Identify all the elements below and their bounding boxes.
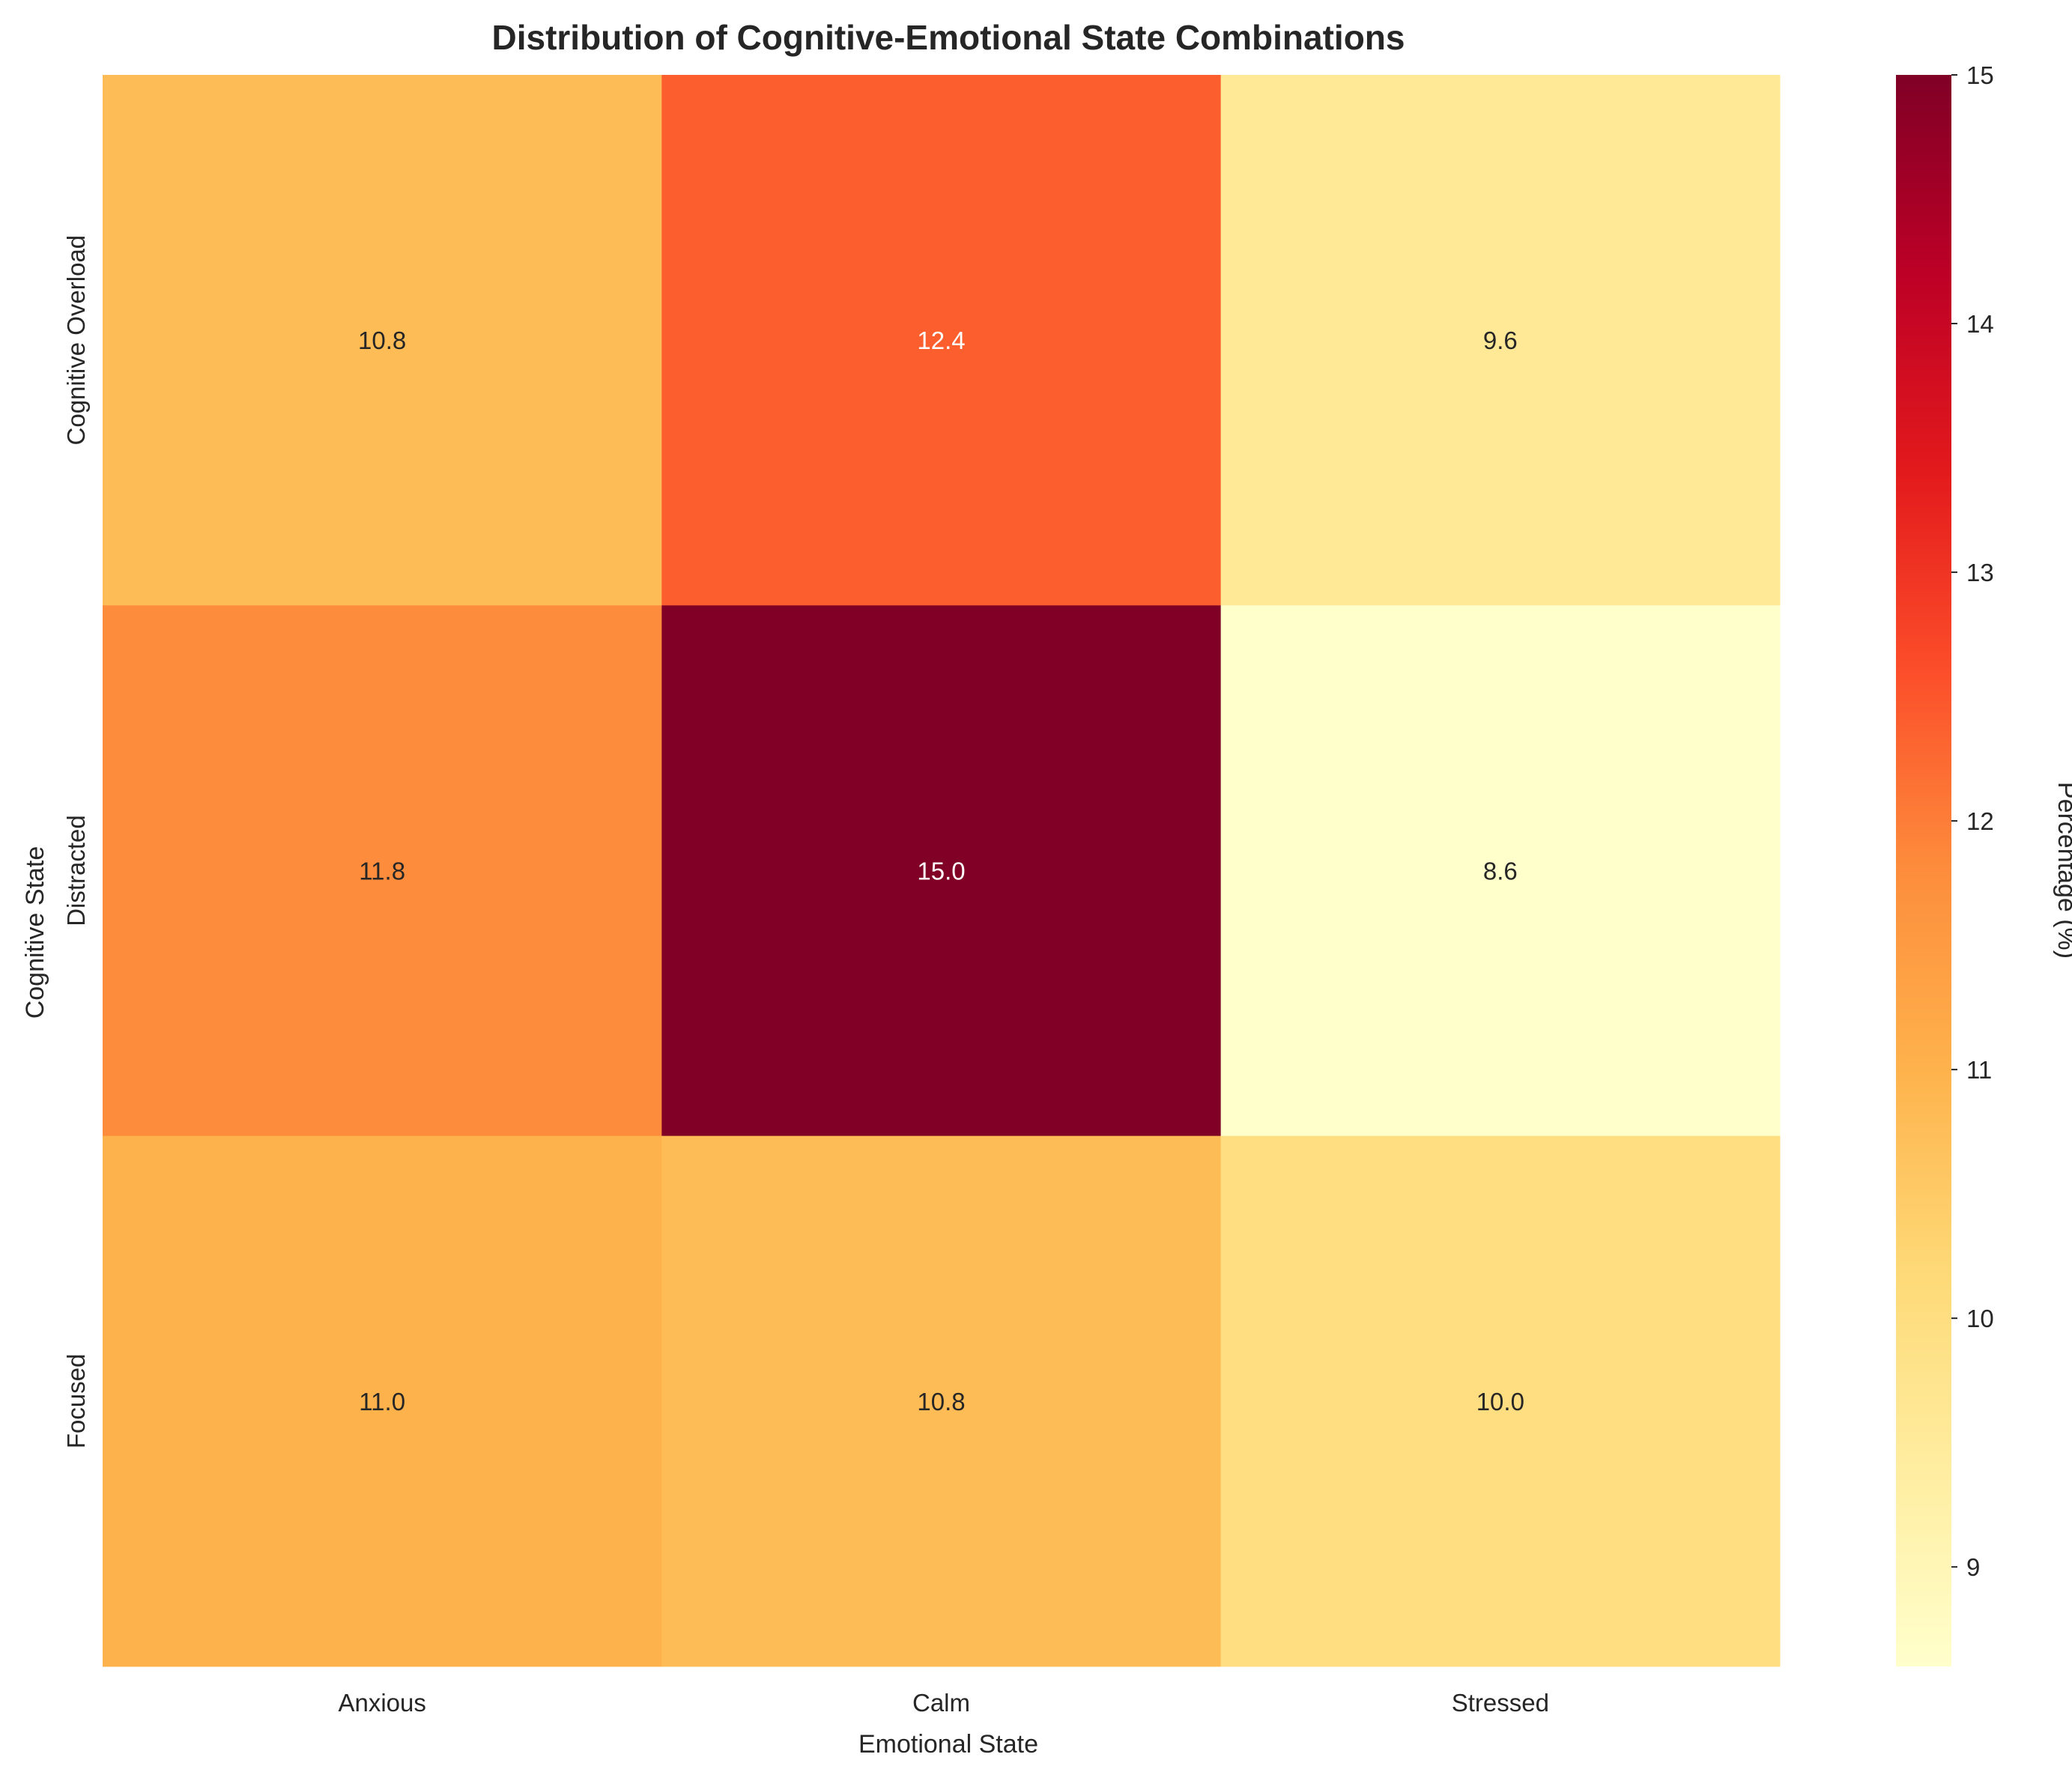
cell-value-label: 8.6 (1483, 858, 1518, 885)
x-tick-label: Stressed (1452, 1689, 1549, 1717)
x-tick-labels: Anxious Calm Stressed (338, 1689, 1548, 1717)
cell-value-label: 15.0 (917, 858, 965, 885)
colorbar-tick-label: 13 (1966, 559, 1994, 586)
cell-value-label: 10.8 (917, 1388, 965, 1415)
cell-value-label: 11.8 (359, 858, 405, 885)
colorbar (1896, 75, 1951, 1666)
heatmap-cell (103, 605, 662, 1137)
heatmap-cell (661, 1135, 1222, 1667)
cell-value-label: 11.0 (359, 1388, 405, 1415)
colorbar-ticks: 9 10 11 12 13 14 15 (1951, 61, 1994, 1581)
y-tick-label: Cognitive Overload (62, 235, 90, 446)
cell-value-label: 10.8 (358, 327, 406, 354)
chart-title: Distribution of Cognitive-Emotional Stat… (492, 18, 1405, 57)
colorbar-tick-label: 14 (1966, 310, 1994, 338)
heatmap-cell (661, 605, 1222, 1137)
heatmap-cell (1220, 75, 1781, 606)
x-tick-label: Anxious (338, 1689, 425, 1717)
y-tick-label: Focused (62, 1354, 90, 1449)
colorbar-tick-label: 9 (1966, 1553, 1980, 1581)
heatmap-cell (1220, 605, 1781, 1137)
y-axis-label: Cognitive State (21, 846, 49, 1019)
heatmap-cell (661, 75, 1222, 606)
heatmap-cell (103, 75, 662, 606)
x-axis-label: Emotional State (858, 1730, 1038, 1759)
y-tick-label: Distracted (62, 815, 90, 926)
colorbar-tick-label: 15 (1966, 61, 1994, 89)
colorbar-tick-label: 12 (1966, 807, 1994, 835)
heatmap-cell (1220, 1135, 1781, 1667)
colorbar-label: Percentage (%) (2053, 782, 2072, 959)
cell-value-label: 9.6 (1483, 327, 1518, 354)
colorbar-tick-label: 11 (1966, 1056, 1992, 1084)
y-tick-labels: Cognitive Overload Distracted Focused (62, 235, 90, 1448)
x-tick-label: Calm (912, 1689, 970, 1717)
heatmap-cell (103, 1135, 662, 1667)
colorbar-tick-label: 10 (1966, 1305, 1994, 1332)
cell-value-label: 12.4 (917, 327, 965, 354)
cell-value-label: 10.0 (1476, 1388, 1524, 1415)
heatmap-cells: 10.8 12.4 9.6 11.8 15.0 8.6 11.0 10.8 10.0 (103, 75, 1781, 1667)
